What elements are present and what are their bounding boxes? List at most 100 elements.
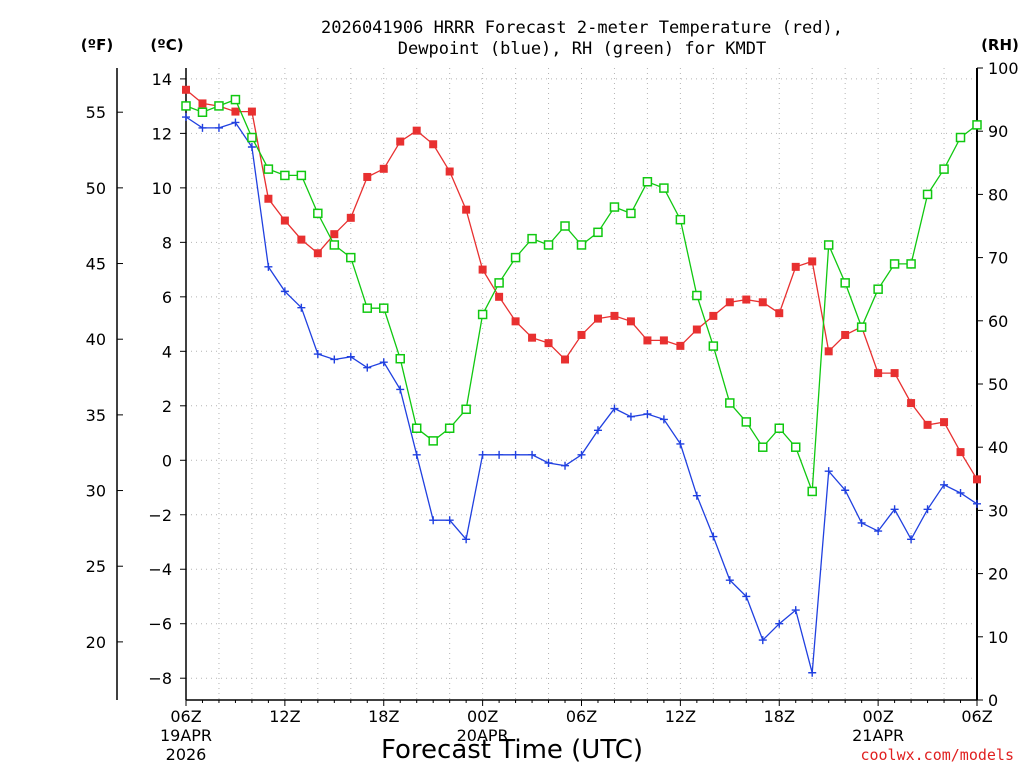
temperature-point xyxy=(874,369,883,378)
dewpoint-point xyxy=(231,118,240,127)
temperature-point xyxy=(495,292,504,301)
x-tick-label: 06Z xyxy=(566,707,597,726)
rh-point xyxy=(889,259,900,269)
rh-point xyxy=(741,417,752,427)
x-tick-date-label: 20APR xyxy=(457,726,509,745)
rh-tick-label: 10 xyxy=(988,628,1008,647)
temperature-point xyxy=(824,347,833,356)
rh-point xyxy=(939,164,949,174)
celsius-tick-label: 8 xyxy=(162,233,172,252)
rh-point xyxy=(379,303,389,313)
temperature-point xyxy=(528,333,537,342)
x-tick-label: 12Z xyxy=(269,707,300,726)
rh-point xyxy=(461,404,471,415)
x-tick-label: 18Z xyxy=(764,707,795,726)
dewpoint-point xyxy=(923,505,932,514)
title-line-1: 2026041906 HRRR Forecast 2-meter Tempera… xyxy=(321,18,843,38)
x-tick-date-label: 19APR xyxy=(160,726,212,745)
fahrenheit-tick-label: 55 xyxy=(86,103,106,122)
fahrenheit-tick-label: 40 xyxy=(86,330,106,349)
rh-point xyxy=(428,436,438,446)
axes xyxy=(116,67,983,706)
temperature-point xyxy=(659,336,668,345)
temperature-point xyxy=(478,265,487,274)
temperature-point xyxy=(412,126,421,135)
celsius-tick-label: 0 xyxy=(162,451,172,470)
rh-point xyxy=(329,240,340,250)
dewpoint-point xyxy=(808,668,817,677)
dewpoint-point xyxy=(610,404,619,413)
temperature-point xyxy=(182,85,190,94)
fahrenheit-tick-label: 20 xyxy=(86,633,106,652)
rh-point xyxy=(675,214,686,225)
temperature-point xyxy=(429,140,438,149)
rh-point xyxy=(280,170,290,181)
credit-text: coolwx.com/models xyxy=(860,746,1014,764)
dewpoint-point xyxy=(280,287,289,296)
dewpoint-point xyxy=(429,516,438,525)
celsius-tick-label: 10 xyxy=(152,179,172,198)
temperature-point xyxy=(445,167,454,176)
rh-tick-label: 50 xyxy=(988,375,1008,394)
grid xyxy=(186,68,977,700)
fahrenheit-unit-label: (ºF) xyxy=(81,36,113,54)
rh-tick-label: 20 xyxy=(988,565,1008,584)
chart-title: 2026041906 HRRR Forecast 2-meter Tempera… xyxy=(321,18,843,59)
rh-point xyxy=(922,189,933,200)
rh-point xyxy=(906,259,916,269)
rh-point xyxy=(593,227,603,238)
temperature-point xyxy=(643,336,652,345)
title-line-2: Dewpoint (blue), RH (green) for KMDT xyxy=(398,39,766,59)
temperature-point xyxy=(610,311,619,320)
rh-point xyxy=(560,221,570,231)
rh-point xyxy=(576,240,587,250)
dewpoint-point xyxy=(462,535,471,544)
dewpoint-point xyxy=(626,412,635,421)
dewpoint-point xyxy=(940,480,949,489)
dewpoint-point xyxy=(247,143,256,151)
celsius-tick-label: 2 xyxy=(162,397,172,416)
dewpoint-point xyxy=(214,123,223,132)
rh-tick-label: 40 xyxy=(988,438,1008,457)
rh-point xyxy=(758,442,768,452)
dewpoint-point xyxy=(758,636,767,645)
dewpoint-point xyxy=(396,385,405,394)
rh-point xyxy=(642,177,653,187)
temperature-point xyxy=(379,164,388,173)
temperature-point xyxy=(758,298,767,307)
dewpoint-point xyxy=(379,358,388,367)
temperature-point xyxy=(511,317,520,326)
dewpoint-point xyxy=(676,439,685,448)
temperature-point xyxy=(561,355,570,364)
rh-point xyxy=(362,303,373,313)
rh-tick-label: 90 xyxy=(988,122,1008,141)
dewpoint-point xyxy=(775,619,784,628)
temperature-point xyxy=(626,317,635,326)
dewpoint-point xyxy=(692,491,701,500)
temperature-point xyxy=(923,420,932,429)
dewpoint-point xyxy=(313,350,322,359)
dewpoint-point xyxy=(544,459,553,467)
rh-point xyxy=(609,202,620,212)
rh-point xyxy=(692,290,702,301)
temperature-point xyxy=(346,213,355,222)
temperature-point xyxy=(725,298,734,307)
rh-point xyxy=(543,240,554,250)
temperature-point xyxy=(198,99,207,108)
x-tick-label: 06Z xyxy=(961,707,992,726)
rh-point xyxy=(181,101,191,111)
rh-point xyxy=(955,132,966,143)
temperature-point xyxy=(280,216,289,225)
rh-point xyxy=(444,423,455,433)
dewpoint-point xyxy=(973,499,981,508)
dewpoint-point xyxy=(742,592,751,601)
dewpoint-point xyxy=(561,461,570,470)
fahrenheit-tick-label: 45 xyxy=(86,255,106,274)
series xyxy=(181,85,982,677)
temperature-point xyxy=(775,309,784,318)
rh-point xyxy=(197,107,208,117)
dewpoint-point xyxy=(528,450,537,459)
temperature-point xyxy=(709,311,718,320)
rh-point xyxy=(972,120,982,130)
fahrenheit-tick-label: 35 xyxy=(86,406,106,425)
